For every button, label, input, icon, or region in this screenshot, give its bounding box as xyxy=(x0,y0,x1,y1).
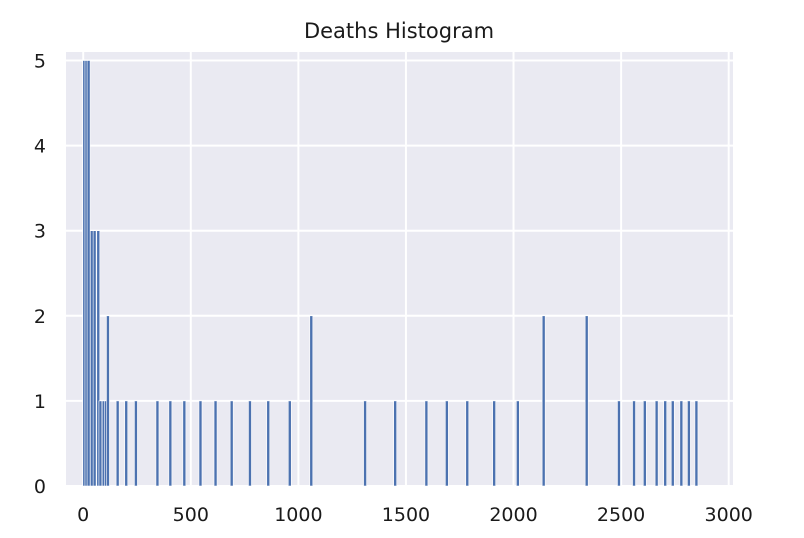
x-tick-label: 500 xyxy=(173,504,209,526)
histogram-bar xyxy=(424,400,429,487)
histogram-bar xyxy=(617,400,621,487)
histogram-bar xyxy=(492,400,496,487)
histogram-bar xyxy=(465,400,470,487)
histogram-bar xyxy=(106,315,110,487)
chart-title: Deaths Histogram xyxy=(304,19,494,43)
grid-lines xyxy=(66,52,733,487)
histogram-bar xyxy=(687,400,691,487)
x-axis: 0 500 1000 1500 2000 2500 3000 xyxy=(77,504,753,526)
histogram-bar xyxy=(663,400,668,487)
histogram-bar xyxy=(642,400,647,487)
x-tick-label: 2000 xyxy=(489,504,537,526)
histogram-bar xyxy=(309,315,314,487)
histogram-bar xyxy=(134,400,138,487)
histogram-bar xyxy=(248,400,252,487)
histogram-bar xyxy=(96,230,101,487)
histogram-bar xyxy=(584,315,589,487)
histogram-bar xyxy=(541,315,546,487)
histogram-bar xyxy=(363,400,367,487)
bars-group xyxy=(82,60,699,487)
histogram-bar xyxy=(124,400,129,487)
x-tick-label: 0 xyxy=(77,504,89,526)
histogram-bar xyxy=(632,400,636,487)
histogram-bar xyxy=(168,400,173,487)
histogram-bar xyxy=(670,400,675,487)
histogram-bar xyxy=(213,400,218,487)
histogram-bar xyxy=(115,400,120,487)
x-tick-label: 1500 xyxy=(382,504,430,526)
y-axis: 0 1 2 3 4 5 xyxy=(34,51,46,498)
y-tick-label: 4 xyxy=(34,136,46,158)
histogram-bar xyxy=(393,400,397,487)
histogram-bar xyxy=(98,400,103,487)
histogram-bar xyxy=(86,60,91,487)
y-tick-label: 1 xyxy=(34,391,46,413)
x-tick-label: 1000 xyxy=(274,504,322,526)
x-tick-label: 3000 xyxy=(705,504,753,526)
histogram-bar xyxy=(654,400,659,487)
x-tick-label: 2500 xyxy=(597,504,645,526)
y-tick-label: 2 xyxy=(34,306,46,328)
y-tick-label: 5 xyxy=(34,51,46,73)
histogram-bar xyxy=(229,400,234,487)
y-tick-label: 3 xyxy=(34,221,46,243)
histogram-bar xyxy=(198,400,203,487)
histogram-bar xyxy=(92,230,97,487)
histogram-bar xyxy=(155,400,160,487)
histogram-bar xyxy=(182,400,187,487)
histogram-bar xyxy=(516,400,520,487)
histogram-bar xyxy=(266,400,271,487)
histogram-bar xyxy=(445,400,449,487)
y-tick-label: 0 xyxy=(34,476,46,498)
histogram-bar xyxy=(287,400,292,487)
histogram-bar xyxy=(694,400,699,487)
histogram-bar xyxy=(679,400,684,487)
